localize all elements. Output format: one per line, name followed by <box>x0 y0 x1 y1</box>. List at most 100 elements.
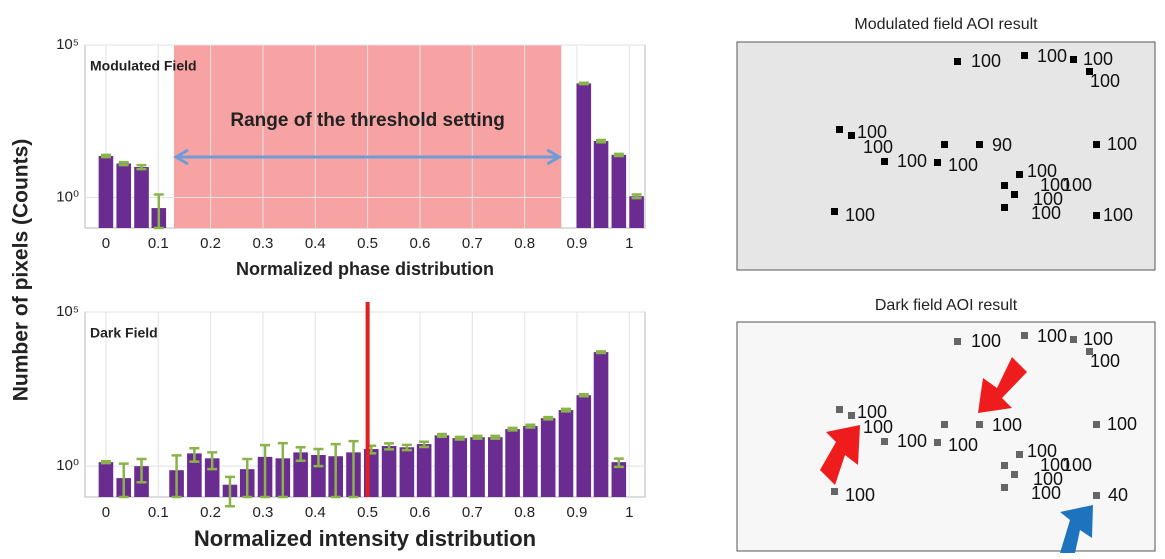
x-tick-label: 0 <box>102 235 110 252</box>
error-bar <box>543 417 553 419</box>
panel-title: Dark field AOI result <box>875 297 1018 314</box>
aoi-spot <box>1011 471 1018 478</box>
x-tick-label: 0.5 <box>357 504 378 521</box>
x-tick-label: 0.9 <box>567 235 588 252</box>
aoi-label: 100 <box>1037 326 1067 346</box>
aoi-label: 100 <box>948 155 978 175</box>
figure: Number of pixels (Counts) Modulated fiel… <box>0 0 1165 554</box>
aoi-label: 100 <box>1090 351 1120 371</box>
aoi-spot <box>1021 332 1028 339</box>
aoi-spot <box>1011 191 1018 198</box>
aoi-spot <box>1070 56 1077 63</box>
x-tick-label: 0.2 <box>200 235 221 252</box>
aoi-spot <box>1093 212 1100 219</box>
aoi-label: 100 <box>1090 71 1120 91</box>
y-tick-label: 10⁰ <box>56 188 79 205</box>
error-bar <box>596 351 606 353</box>
annotation: Modulated Field <box>90 58 197 74</box>
aoi-label: 100 <box>897 431 927 451</box>
aoi-spot <box>1093 492 1100 499</box>
aoi-spot <box>831 208 838 215</box>
error-bar <box>614 154 624 156</box>
panel-title: Modulated field AOI result <box>854 16 1038 33</box>
aoi-label: 100 <box>1107 134 1137 154</box>
aoi-label: 100 <box>863 417 893 437</box>
aoi-spot <box>881 158 888 165</box>
x-tick-label: 0.9 <box>567 504 588 521</box>
aoi-label: 100 <box>1103 205 1133 225</box>
aoi-spot <box>831 488 838 495</box>
aoi-label: 40 <box>1108 485 1128 505</box>
bar <box>559 410 574 497</box>
bar <box>435 435 450 497</box>
bar <box>594 141 609 228</box>
bar <box>400 447 415 497</box>
error-bar <box>596 140 606 142</box>
aoi-spot <box>1001 462 1008 469</box>
bar <box>99 156 114 228</box>
x-axis-label: Normalized phase distribution <box>236 259 494 279</box>
aoi-spot <box>941 421 948 428</box>
aoi-spot <box>1001 484 1008 491</box>
x-tick-label: 0.7 <box>462 235 483 252</box>
aoi-spot <box>1016 171 1023 178</box>
aoi-label: 100 <box>1031 203 1061 223</box>
y-axis-label: Number of pixels (Counts) <box>10 139 33 402</box>
aoi-spot <box>954 338 961 345</box>
aoi-spot <box>934 439 941 446</box>
aoi-label: 100 <box>948 435 978 455</box>
x-tick-label: 0.6 <box>410 504 431 521</box>
bar <box>452 438 467 497</box>
x-tick-label: 0.4 <box>305 504 326 521</box>
aoi-label: 100 <box>1083 329 1113 349</box>
aoi-spot <box>1021 52 1028 59</box>
x-axis-label: Normalized intensity distribution <box>194 526 536 551</box>
x-tick-label: 0.1 <box>148 504 169 521</box>
aoi-label: 100 <box>1037 46 1067 66</box>
bar <box>488 437 503 497</box>
aoi-spot <box>848 412 855 419</box>
bar <box>612 155 627 228</box>
x-tick-label: 1 <box>625 504 633 521</box>
aoi-spot <box>836 406 843 413</box>
aoi-label: 100 <box>897 151 927 171</box>
bar <box>417 444 432 497</box>
aoi-spot <box>954 58 961 65</box>
bar <box>134 167 149 228</box>
x-tick-label: 0.5 <box>357 235 378 252</box>
x-tick-label: 0.2 <box>200 504 221 521</box>
bar <box>505 429 520 497</box>
x-tick-label: 0.1 <box>148 235 169 252</box>
x-tick-label: 0.8 <box>514 235 535 252</box>
aoi-spot <box>976 141 983 148</box>
bar <box>541 418 556 497</box>
bar <box>576 83 591 228</box>
aoi-label: 100 <box>971 51 1001 71</box>
bar <box>629 196 644 228</box>
aoi-label: 100 <box>992 415 1022 435</box>
x-tick-label: 0.3 <box>253 504 274 521</box>
error-bar <box>101 155 111 157</box>
y-tick-label: 10⁵ <box>56 36 79 53</box>
x-tick-label: 0.8 <box>514 504 535 521</box>
aoi-label: 100 <box>863 137 893 157</box>
aoi-spot <box>1093 421 1100 428</box>
error-bar <box>561 409 571 411</box>
x-tick-label: 0.7 <box>462 504 483 521</box>
aoi-label: 100 <box>1107 414 1137 434</box>
aoi-spot <box>836 126 843 133</box>
bar <box>470 437 485 497</box>
bar <box>594 352 609 497</box>
aoi-label: 100 <box>845 485 875 505</box>
aoi-label: 100 <box>1031 483 1061 503</box>
error-bar <box>579 394 589 396</box>
bar <box>99 462 114 497</box>
x-tick-label: 0 <box>102 504 110 521</box>
aoi-label: 90 <box>992 135 1012 155</box>
x-tick-label: 0.4 <box>305 235 326 252</box>
aoi-spot <box>1001 182 1008 189</box>
error-bar <box>101 461 111 463</box>
x-tick-label: 1 <box>625 235 633 252</box>
x-tick-label: 0.3 <box>253 235 274 252</box>
aoi-label: 100 <box>1083 49 1113 69</box>
